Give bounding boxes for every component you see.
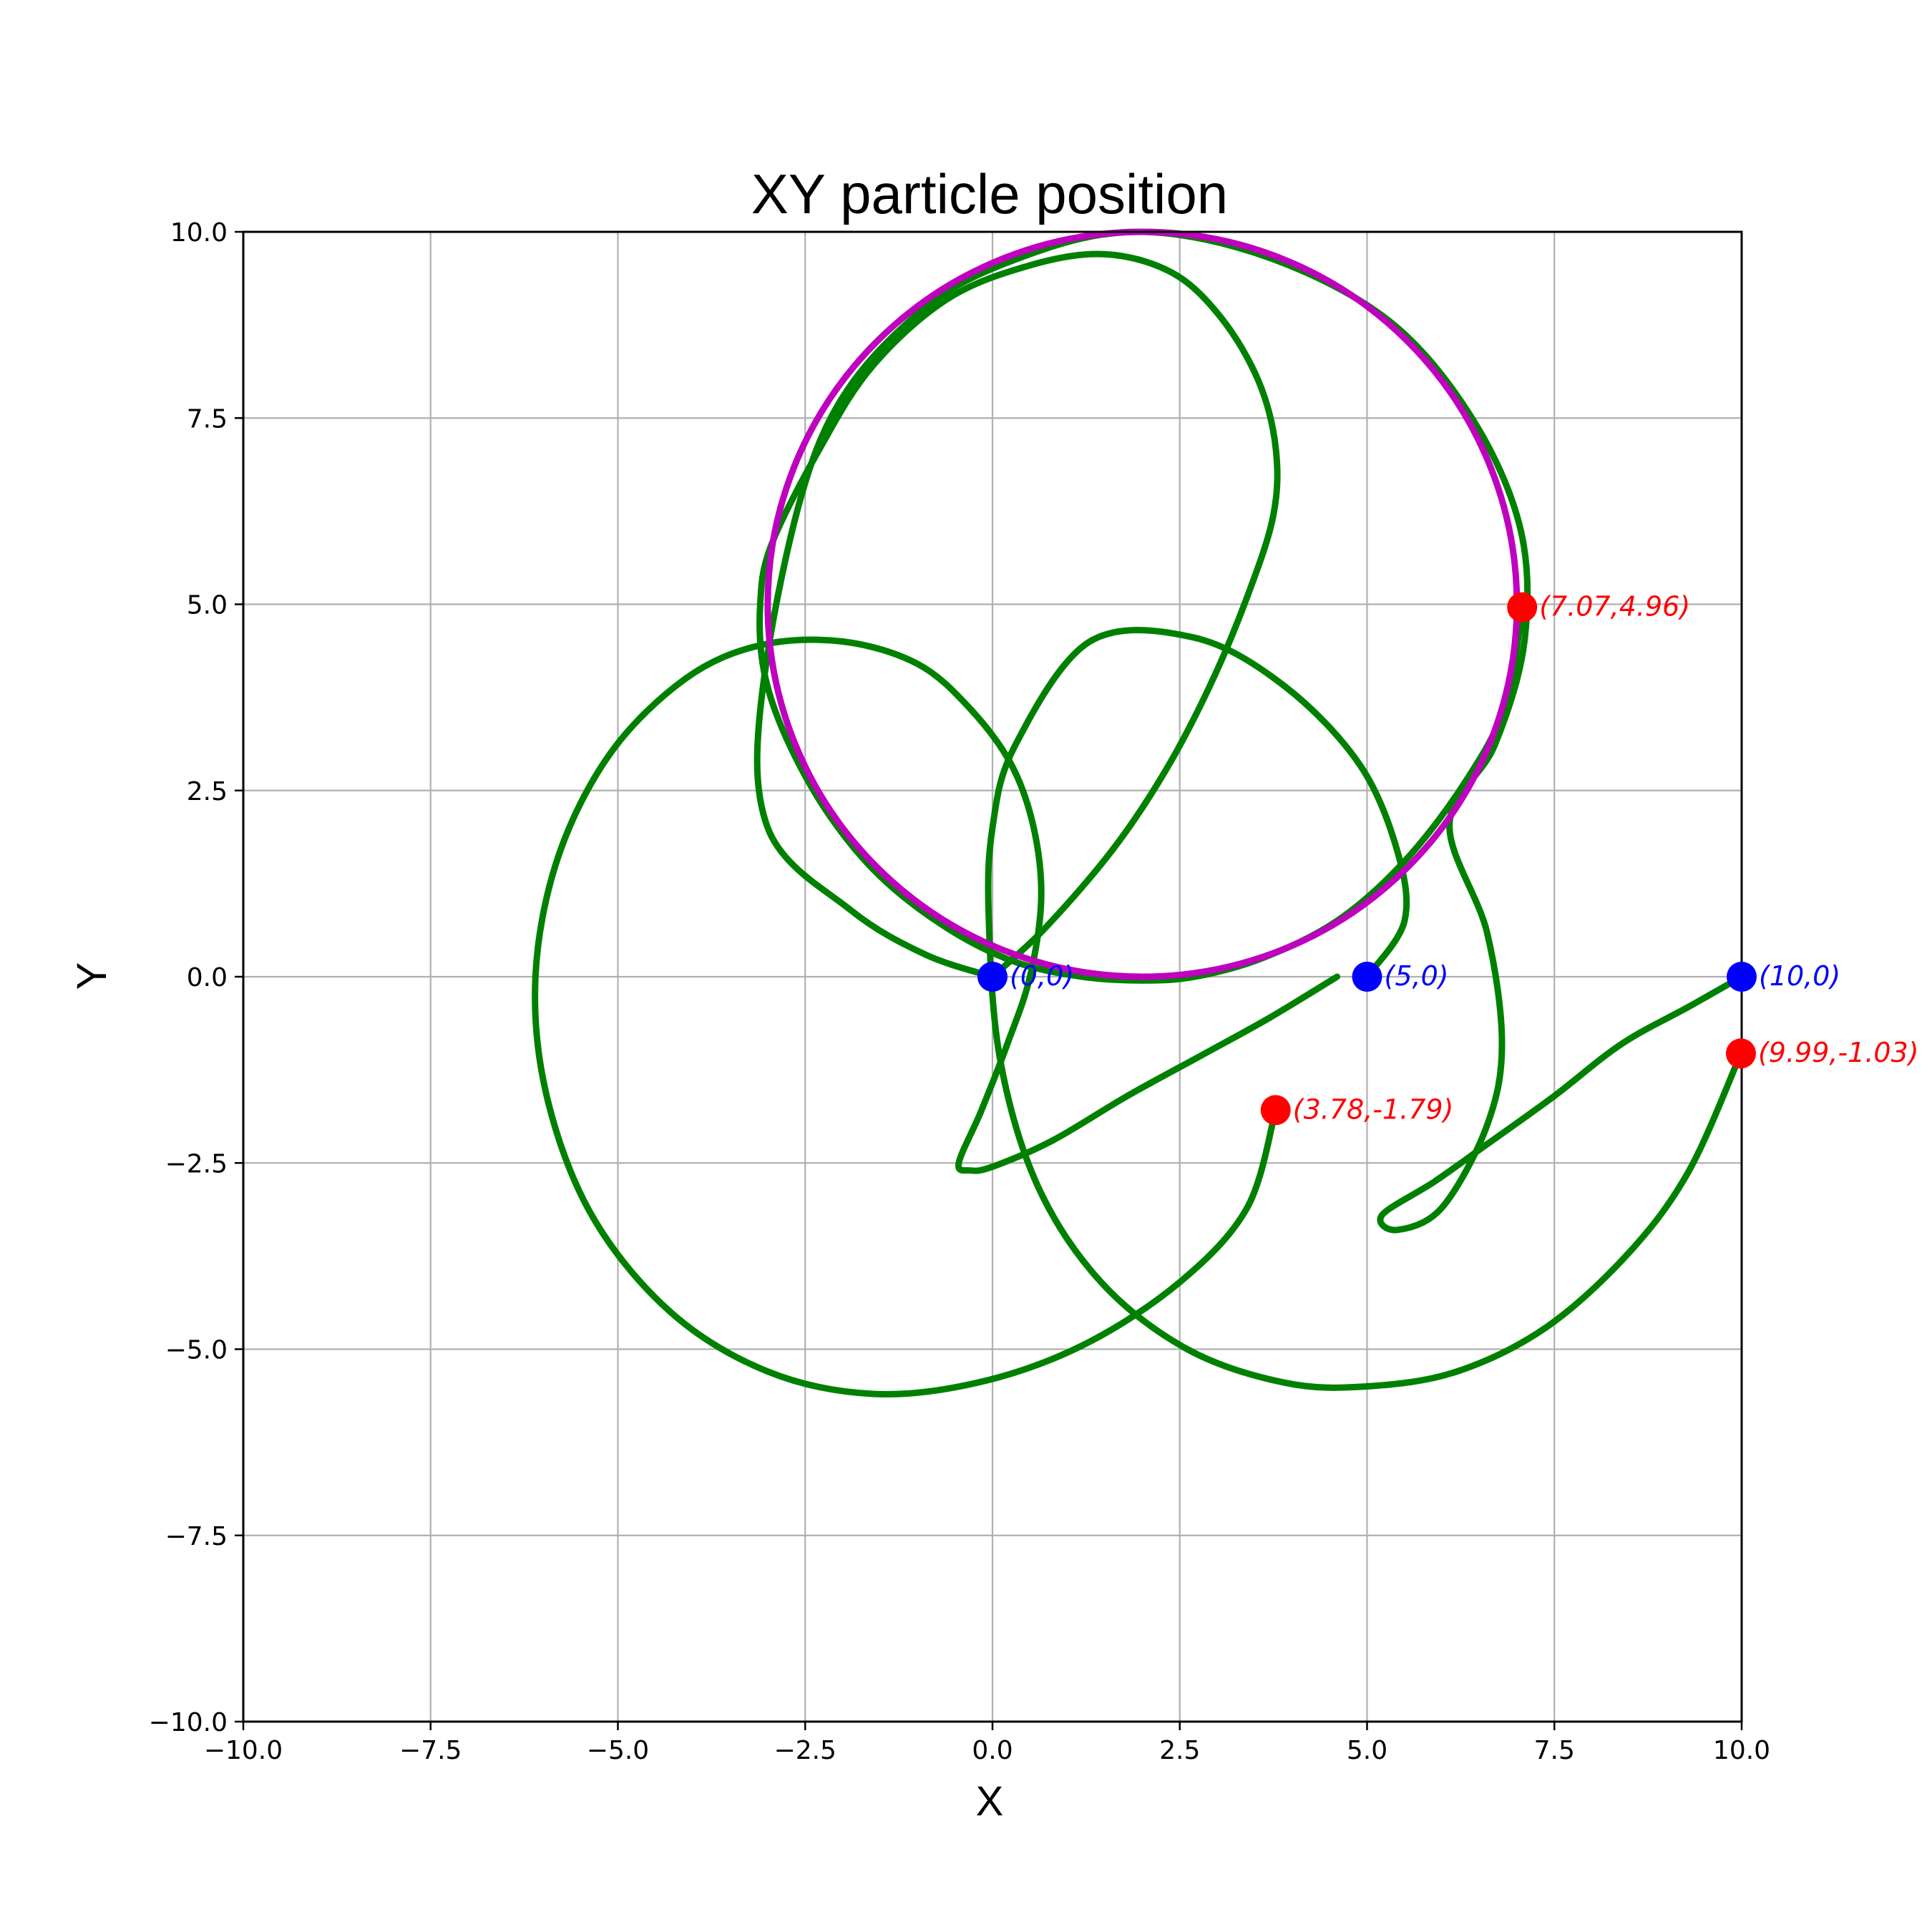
x-tick-label: 7.5 — [1534, 1736, 1575, 1765]
start-point-label: (10,0) — [1759, 960, 1840, 992]
end-point-marker — [1507, 592, 1538, 623]
marker-points: (0,0) (5,0) (10,0) (7.07,4.96) (3.78,-1.79) (… — [977, 591, 1919, 1126]
chart-title: XY particle position — [751, 162, 1228, 225]
end-point-label: (7.07,4.96) — [1539, 591, 1690, 623]
x-tick-label: −10.0 — [204, 1736, 283, 1765]
trajectories — [532, 228, 1745, 1398]
x-tick-label: 10.0 — [1713, 1736, 1770, 1765]
trajectory-line — [753, 228, 1745, 1234]
start-point-marker — [1352, 962, 1382, 992]
trajectory-line — [985, 627, 1745, 1391]
y-axis-title: Y — [69, 962, 115, 990]
y-tick-label: 0.0 — [187, 963, 228, 992]
y-tick-label: 2.5 — [187, 777, 228, 806]
y-tick-label: −10.0 — [149, 1708, 228, 1737]
x-tick-label: −5.0 — [587, 1736, 649, 1765]
end-point-label: (3.78,-1.79) — [1293, 1093, 1454, 1125]
end-point-label: (9.99,-1.03) — [1758, 1037, 1919, 1068]
x-tick-label: 0.0 — [972, 1736, 1013, 1765]
x-tick-label: −7.5 — [399, 1736, 462, 1765]
y-tick-label: −2.5 — [165, 1149, 228, 1179]
end-point-marker — [1725, 1038, 1756, 1069]
start-point-marker — [977, 962, 1008, 992]
y-tick-label: 7.5 — [187, 404, 228, 434]
x-tick-label: 2.5 — [1159, 1736, 1200, 1765]
y-tick-label: −5.0 — [165, 1336, 228, 1365]
axis-ticks: −10.0−10.0 −7.5 −7.5 −5.0 −5.0 −2.5 −2.5 0.0 0.0… — [149, 218, 1770, 1765]
x-tick-label: 5.0 — [1347, 1736, 1387, 1765]
trajectory-line — [532, 636, 1341, 1398]
start-point-marker — [1727, 962, 1757, 992]
start-point-label: (0,0) — [1010, 960, 1074, 992]
y-tick-label: −7.5 — [165, 1522, 228, 1551]
end-point-marker — [1260, 1095, 1291, 1126]
x-tick-label: −2.5 — [774, 1736, 836, 1765]
y-tick-label: 10.0 — [170, 218, 228, 248]
x-axis-title: X — [976, 1778, 1004, 1825]
y-tick-label: 5.0 — [187, 591, 228, 620]
start-point-label: (5,0) — [1385, 960, 1449, 992]
